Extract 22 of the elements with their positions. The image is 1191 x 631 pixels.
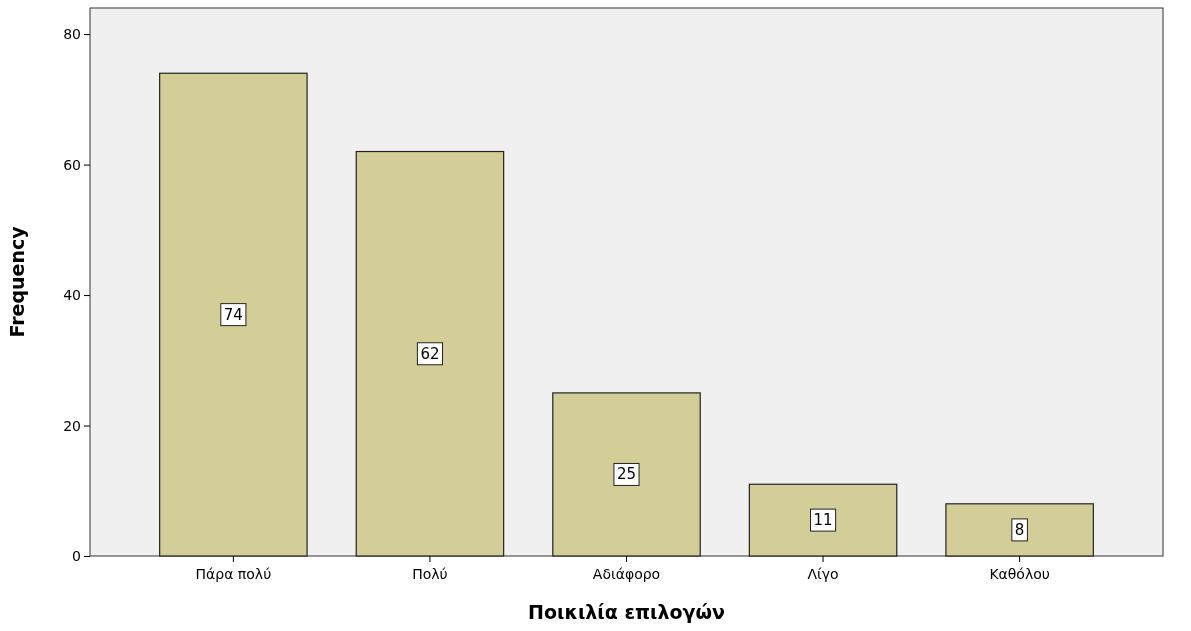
data-label: 25 (616, 465, 637, 484)
data-label: 62 (420, 344, 440, 363)
bar (159, 72, 308, 557)
bar (552, 392, 701, 557)
y-axis-title: Frequency (6, 225, 28, 338)
y-tick-label: 60 (63, 156, 81, 173)
bar (945, 503, 1094, 557)
x-tick-label: Πάρα πολύ (195, 566, 272, 582)
y-tick-label: 40 (63, 287, 81, 304)
x-tick-label: Πολύ (412, 566, 448, 582)
y-tick-label: 0 (72, 547, 81, 564)
x-axis-title: Ποικιλία επιλογών (528, 601, 725, 623)
x-tick-label: Λίγο (807, 566, 839, 582)
bar (748, 483, 898, 557)
data-label: 8 (1014, 520, 1025, 539)
y-tick-label: 20 (63, 417, 81, 434)
x-tick-label: Καθόλου (989, 566, 1050, 582)
x-tick-label: Αδιάφορο (592, 566, 661, 582)
bar (355, 150, 505, 557)
y-tick-label: 80 (63, 26, 81, 43)
data-label: 74 (223, 305, 243, 324)
data-label: 11 (813, 511, 833, 530)
